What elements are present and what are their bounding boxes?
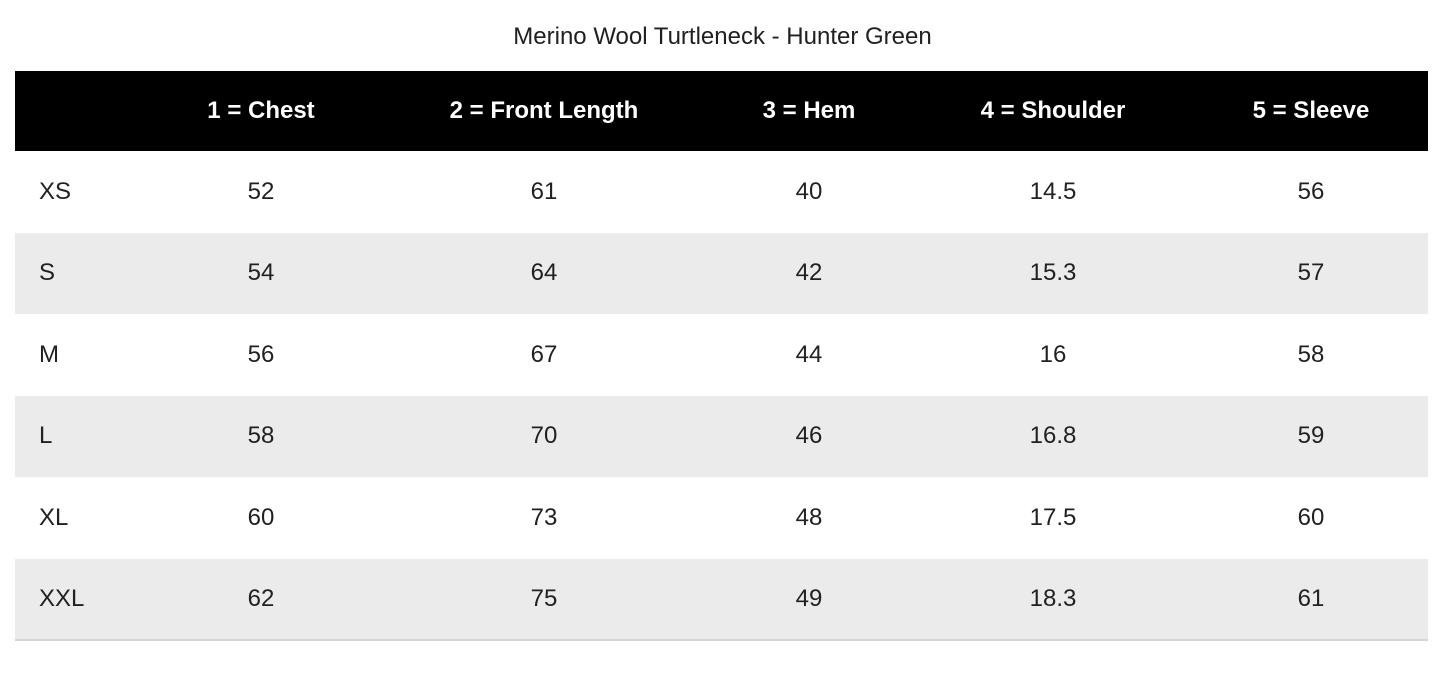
value-cell-chest: 60 xyxy=(247,503,275,531)
value-cell-sleeve: 61 xyxy=(1297,584,1325,612)
size-label: XXL xyxy=(39,584,85,612)
value-cell-shoulder: 15.3 xyxy=(1029,259,1077,287)
table-row-m: M 56 67 44 16 58 xyxy=(15,314,1428,396)
size-label: M xyxy=(39,340,59,368)
size-label: S xyxy=(39,259,56,287)
value-cell-chest: 52 xyxy=(247,177,275,205)
size-chart-table: 1 = Chest 2 = Front Length 3 = Hem 4 = S… xyxy=(15,71,1428,641)
value-cell-chest: 54 xyxy=(247,259,275,287)
page-title: Merino Wool Turtleneck - Hunter Green xyxy=(513,23,932,50)
value-cell-front-length: 64 xyxy=(530,259,558,287)
value-cell-hem: 48 xyxy=(795,503,823,531)
value-cell-hem: 46 xyxy=(795,422,823,450)
value-cell-hem: 44 xyxy=(795,340,823,368)
size-label: XL xyxy=(39,503,69,531)
value-cell-shoulder: 14.5 xyxy=(1029,177,1077,205)
value-cell-front-length: 67 xyxy=(530,340,558,368)
value-cell-chest: 56 xyxy=(247,340,275,368)
table-body: XS 52 61 40 14.5 56 S 54 64 42 15.3 57 M… xyxy=(15,151,1428,640)
header-cell-sleeve: 5 = Sleeve xyxy=(1252,97,1370,124)
value-cell-chest: 58 xyxy=(247,422,275,450)
value-cell-front-length: 75 xyxy=(530,584,558,612)
value-cell-hem: 49 xyxy=(795,584,823,612)
value-cell-chest: 62 xyxy=(247,584,275,612)
table-row-xxl: XXL 62 75 49 18.3 61 xyxy=(15,558,1428,640)
value-cell-front-length: 61 xyxy=(530,177,558,205)
value-cell-front-length: 73 xyxy=(530,503,558,531)
table-row-s: S 54 64 42 15.3 57 xyxy=(15,232,1428,314)
value-cell-sleeve: 57 xyxy=(1297,259,1325,287)
value-cell-sleeve: 56 xyxy=(1297,177,1325,205)
value-cell-shoulder: 18.3 xyxy=(1029,584,1077,612)
header-cell-size xyxy=(15,71,140,151)
header-cell-hem: 3 = Hem xyxy=(762,97,856,124)
table-row-l: L 58 70 46 16.8 59 xyxy=(15,395,1428,477)
header-cell-chest: 1 = Chest xyxy=(207,97,315,124)
value-cell-shoulder: 16 xyxy=(1039,340,1067,368)
value-cell-shoulder: 17.5 xyxy=(1029,503,1077,531)
size-label: XS xyxy=(39,177,72,205)
value-cell-sleeve: 60 xyxy=(1297,503,1325,531)
header-row: 1 = Chest 2 = Front Length 3 = Hem 4 = S… xyxy=(15,71,1428,151)
header-cell-front-length: 2 = Front Length xyxy=(449,97,639,124)
value-cell-sleeve: 58 xyxy=(1297,340,1325,368)
table-header: 1 = Chest 2 = Front Length 3 = Hem 4 = S… xyxy=(15,71,1428,151)
table-row-xs: XS 52 61 40 14.5 56 xyxy=(15,151,1428,233)
value-cell-sleeve: 59 xyxy=(1297,422,1325,450)
size-label: L xyxy=(39,422,53,450)
size-chart-container: 1 = Chest 2 = Front Length 3 = Hem 4 = S… xyxy=(15,71,1428,641)
value-cell-hem: 40 xyxy=(795,177,823,205)
header-cell-shoulder: 4 = Shoulder xyxy=(980,97,1126,124)
value-cell-shoulder: 16.8 xyxy=(1029,422,1077,450)
value-cell-hem: 42 xyxy=(795,259,823,287)
value-cell-front-length: 70 xyxy=(530,422,558,450)
table-row-xl: XL 60 73 48 17.5 60 xyxy=(15,477,1428,559)
